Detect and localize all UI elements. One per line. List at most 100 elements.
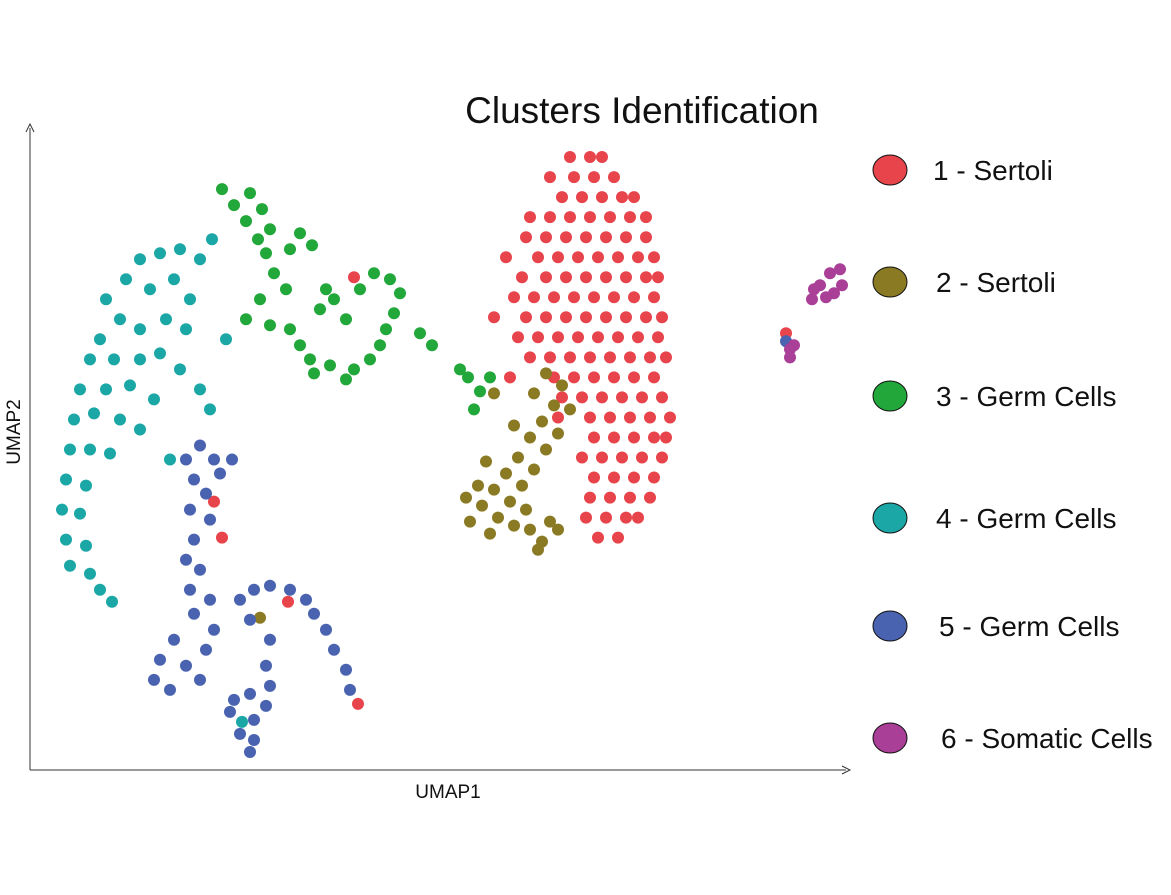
data-point [184, 293, 196, 306]
data-point [188, 473, 200, 486]
data-point [512, 331, 524, 344]
data-point [588, 291, 600, 304]
data-point [660, 351, 672, 364]
data-point [532, 251, 544, 264]
data-point [344, 683, 356, 696]
data-point [652, 271, 664, 284]
data-point [580, 231, 592, 244]
data-point [84, 443, 96, 456]
data-point [620, 271, 632, 284]
data-point [88, 407, 100, 420]
data-point [80, 479, 92, 492]
data-point [100, 293, 112, 306]
data-point [256, 203, 268, 216]
data-point [268, 267, 280, 280]
data-point [264, 319, 276, 332]
series-3-points [216, 183, 496, 416]
data-point [516, 271, 528, 284]
series-2-points [254, 367, 576, 624]
data-point [168, 273, 180, 286]
data-point [540, 311, 552, 324]
data-point [260, 247, 272, 260]
data-point [154, 247, 166, 260]
data-point [304, 353, 316, 366]
data-point [624, 411, 636, 424]
data-point [564, 211, 576, 224]
data-point [134, 323, 146, 336]
data-point [504, 371, 516, 384]
data-point [300, 593, 312, 606]
data-point [174, 363, 186, 376]
data-point [184, 583, 196, 596]
data-point [488, 387, 500, 400]
data-point [576, 391, 588, 404]
data-points [56, 151, 848, 758]
data-point [328, 643, 340, 656]
legend-marker [872, 610, 908, 642]
data-point [308, 367, 320, 380]
data-point [528, 387, 540, 400]
data-point [504, 495, 516, 508]
data-point [260, 659, 272, 672]
data-point [364, 353, 376, 366]
data-point [252, 233, 264, 246]
data-point [320, 283, 332, 296]
data-point [244, 613, 256, 626]
data-point [280, 283, 292, 296]
data-point [640, 271, 652, 284]
data-point [596, 151, 608, 163]
data-point [648, 471, 660, 484]
data-point [588, 171, 600, 184]
data-point [592, 331, 604, 344]
data-point [656, 311, 668, 324]
data-point [784, 351, 796, 364]
data-point [284, 583, 296, 596]
data-point [216, 183, 228, 196]
data-point [324, 359, 336, 372]
data-point [164, 453, 176, 466]
data-point [588, 471, 600, 484]
x-axis-arrow [841, 765, 852, 775]
data-point [616, 391, 628, 404]
data-point [240, 313, 252, 326]
data-point [520, 311, 532, 324]
data-point [584, 411, 596, 424]
data-point [552, 251, 564, 264]
legend-label: 5 - Germ Cells [939, 611, 1119, 642]
data-point [608, 171, 620, 184]
data-point [580, 311, 592, 324]
y-axis-arrow [25, 122, 35, 133]
data-point [544, 515, 556, 528]
data-point [568, 291, 580, 304]
data-point [194, 673, 206, 686]
data-point [380, 323, 392, 336]
data-point [656, 451, 668, 464]
data-point [532, 543, 544, 556]
data-point [520, 231, 532, 244]
data-point [64, 559, 76, 572]
data-point [648, 251, 660, 264]
data-point [108, 353, 120, 366]
data-point [604, 351, 616, 364]
data-point [644, 351, 656, 364]
data-point [206, 233, 218, 246]
data-point [134, 423, 146, 436]
data-point [476, 499, 488, 512]
data-point [568, 171, 580, 184]
data-point [544, 211, 556, 224]
data-point [508, 291, 520, 304]
data-point [640, 311, 652, 324]
data-point [540, 443, 552, 456]
data-point [660, 431, 672, 444]
data-point [596, 191, 608, 204]
data-point [600, 511, 612, 524]
data-point [560, 231, 572, 244]
data-point [544, 171, 556, 184]
data-point [616, 451, 628, 464]
legend-marker [872, 502, 908, 534]
data-point [552, 523, 564, 536]
data-point [588, 371, 600, 384]
data-point [600, 271, 612, 284]
data-point [84, 567, 96, 580]
